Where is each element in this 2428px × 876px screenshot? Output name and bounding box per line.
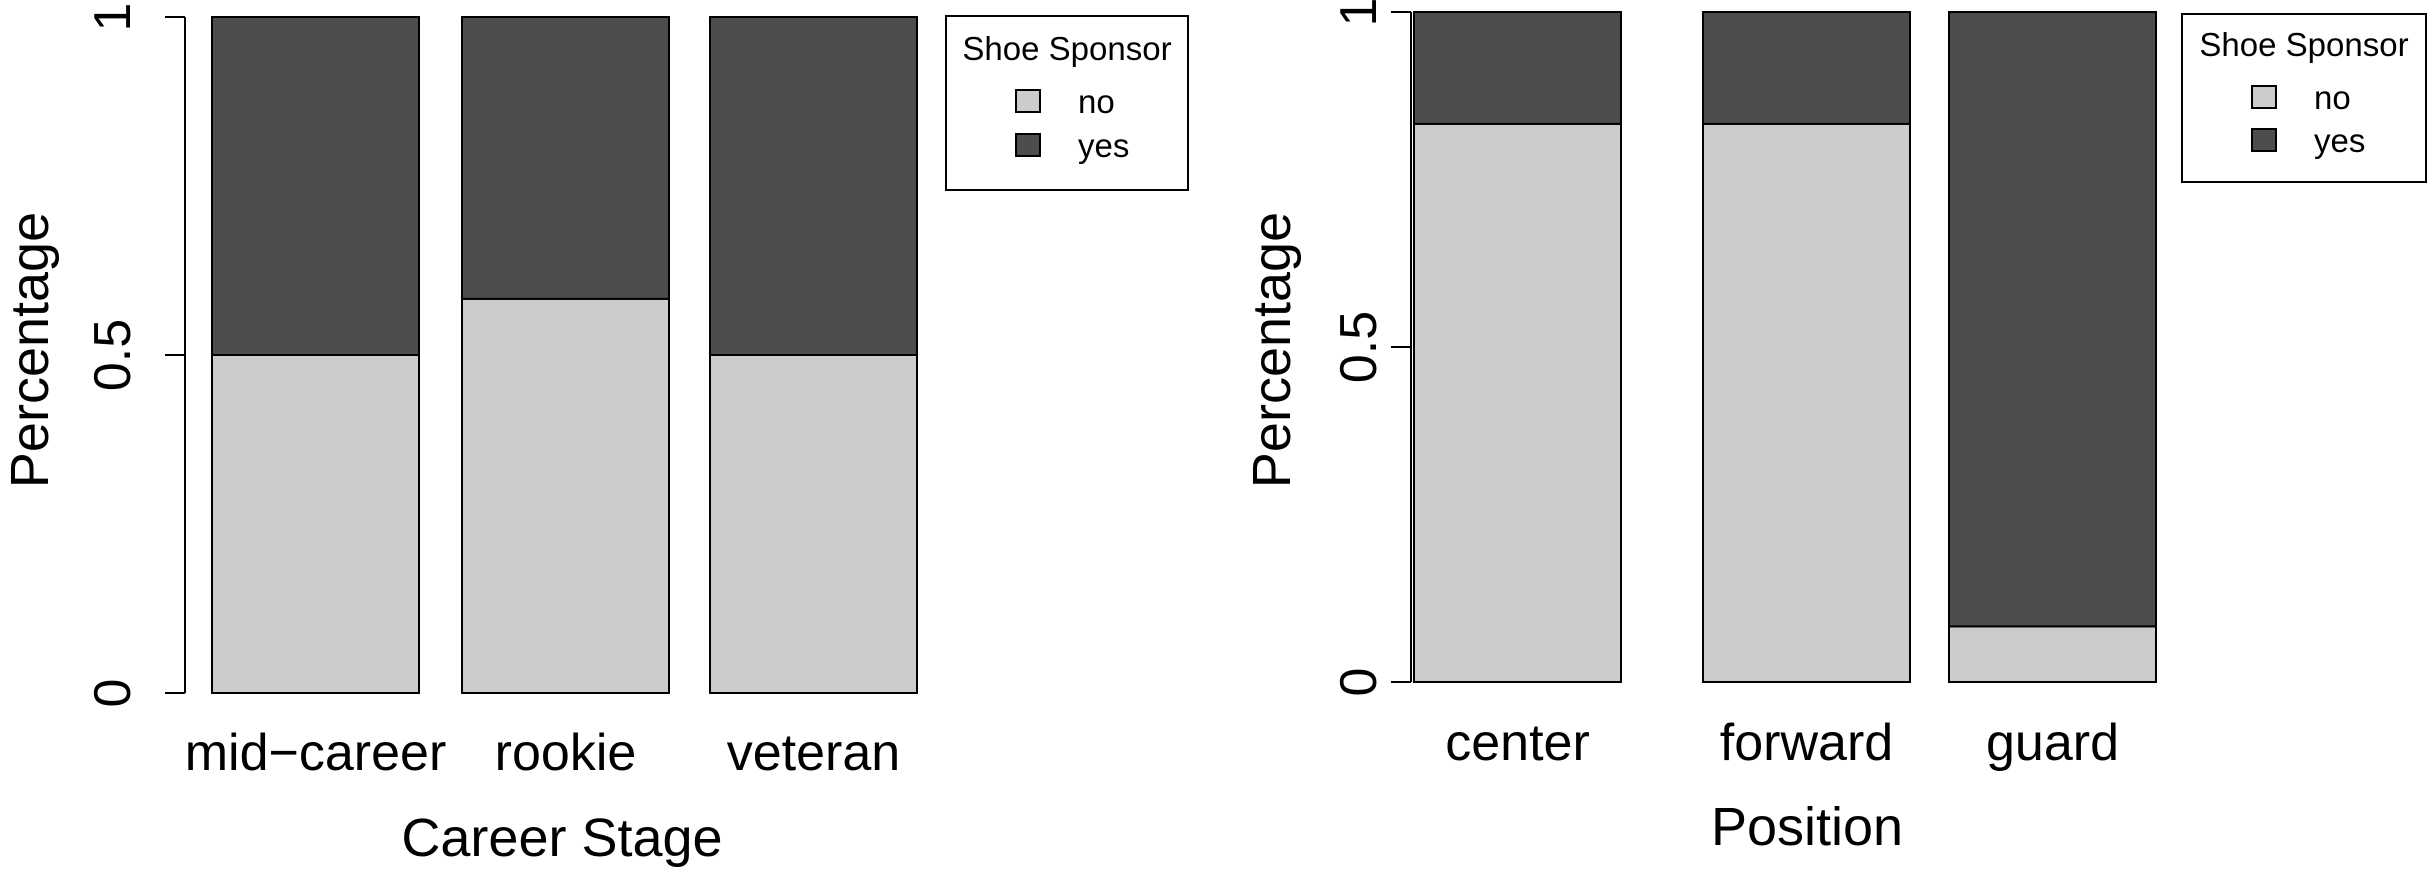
legend-box <box>2181 13 2427 183</box>
legend-swatch-yes <box>1015 133 1041 157</box>
legend-swatch-no <box>2251 85 2277 109</box>
x-tick-label: rookie <box>495 724 637 782</box>
bars <box>1413 11 2157 684</box>
legend-label-yes: yes <box>2314 122 2365 159</box>
bar-segment-no <box>1702 122 1911 683</box>
bars <box>211 16 918 694</box>
bar-segment-no <box>1948 625 2157 684</box>
legend-box <box>945 15 1189 191</box>
x-axis-title: Position <box>1711 797 1903 857</box>
y-tick-label: 0 <box>84 679 142 708</box>
legend-title: Shoe Sponsor <box>2199 26 2408 63</box>
y-tick-label: 0.5 <box>1330 311 1388 383</box>
x-tick-label: forward <box>1720 714 1893 772</box>
legend-label-no: no <box>1078 83 1115 120</box>
legend: Shoe Sponsor no yes <box>2181 13 2427 183</box>
bar-segment-yes <box>1413 11 1622 125</box>
y-axis: 00.51 <box>84 3 186 708</box>
y-tick-label: 1 <box>84 3 142 32</box>
bar-segment-yes <box>1702 11 1911 125</box>
bar-segment-yes <box>1948 11 2157 628</box>
bar-segment-yes <box>461 16 670 300</box>
x-tick-label: veteran <box>727 724 900 782</box>
legend-swatch-no <box>1015 89 1041 113</box>
y-axis: 00.51 <box>1330 0 1412 697</box>
x-tick-label: center <box>1445 714 1590 772</box>
bar-segment-yes <box>211 16 420 356</box>
legend-label-no: no <box>2314 79 2351 116</box>
bar-segment-no <box>709 354 918 694</box>
bar-segment-no <box>211 354 420 694</box>
x-axis-title: Career Stage <box>401 808 722 868</box>
x-tick-label: mid−career <box>185 724 447 782</box>
legend-label-yes: yes <box>1078 127 1129 164</box>
y-tick-label: 0 <box>1330 668 1388 697</box>
legend: Shoe Sponsor no yes <box>945 15 1189 191</box>
x-tick-labels: mid−career rookie veteran <box>185 724 901 782</box>
chart-panel-position: 00.51 center forward guard Position Percen… <box>1242 0 2427 857</box>
y-tick-label: 0.5 <box>84 319 142 391</box>
x-tick-labels: center forward guard <box>1445 714 2119 772</box>
y-axis-title: Percentage <box>0 212 60 488</box>
y-tick-label: 1 <box>1330 0 1388 26</box>
legend-title: Shoe Sponsor <box>962 30 1171 67</box>
legend-swatch-yes <box>2251 128 2277 152</box>
bar-segment-no <box>1413 122 1622 683</box>
bar-segment-yes <box>709 16 918 356</box>
y-axis-title: Percentage <box>1242 212 1302 488</box>
bar-segment-no <box>461 297 670 694</box>
chart-panel-career-stage: 00.51 mid−career rookie veteran Career Sta… <box>0 3 1189 868</box>
x-tick-label: guard <box>1986 714 2119 772</box>
